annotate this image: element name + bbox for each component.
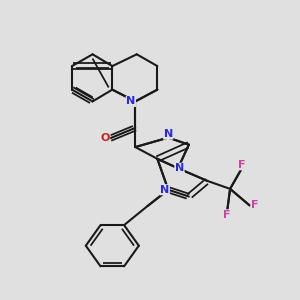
Text: N: N — [160, 185, 169, 195]
Text: F: F — [251, 200, 259, 210]
Text: N: N — [164, 129, 173, 139]
Text: N: N — [126, 96, 136, 106]
Text: F: F — [238, 160, 246, 170]
Text: O: O — [100, 133, 110, 143]
Text: F: F — [224, 210, 231, 220]
Text: N: N — [175, 163, 184, 173]
